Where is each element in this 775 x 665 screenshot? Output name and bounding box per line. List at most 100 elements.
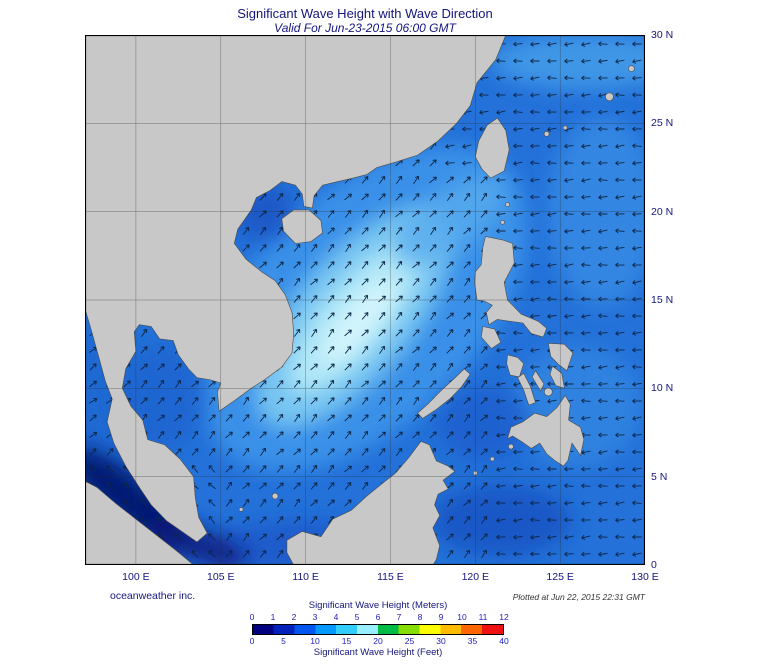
wave-arrow: [276, 482, 284, 490]
wave-arrow: [429, 431, 437, 439]
wave-arrow: [293, 295, 301, 303]
land-asia-mainland: [85, 35, 507, 543]
wave-arrow: [581, 92, 591, 98]
wave-arrow: [615, 211, 625, 217]
legend-meters-tick: 3: [312, 612, 318, 622]
wave-arrow: [480, 176, 488, 184]
wave-arrow: [530, 262, 540, 268]
small-island: [543, 131, 550, 137]
wave-arrow: [412, 346, 420, 354]
wave-arrow: [615, 160, 625, 166]
wave-arrow: [412, 244, 420, 252]
wave-arrow: [513, 551, 523, 557]
wave-arrow: [581, 126, 591, 132]
wave-arrow: [328, 328, 335, 338]
wave-arrow: [310, 482, 318, 490]
wave-arrow: [581, 160, 591, 166]
wave-arrow: [615, 41, 625, 47]
wave-arrow: [293, 380, 301, 388]
wave-arrow: [547, 92, 557, 98]
wave-arrow: [581, 262, 591, 268]
wave-arrow: [479, 92, 489, 98]
wave-arrow: [530, 109, 540, 115]
wave-arrow: [632, 347, 642, 353]
wave-arrow: [564, 92, 574, 98]
wave-arrow: [378, 396, 386, 405]
wave-arrow: [429, 277, 437, 286]
wave-arrow: [395, 295, 403, 303]
wave-arrow: [361, 363, 369, 371]
land-luzon-island: [474, 236, 547, 338]
wave-arrow: [412, 431, 420, 439]
wave-arrow: [429, 244, 437, 252]
wave-arrow: [463, 261, 471, 269]
wave-arrow: [547, 109, 557, 115]
wave-arrow: [174, 363, 182, 371]
wave-arrow: [429, 176, 437, 184]
wave-arrow: [598, 143, 608, 149]
wave-arrow: [581, 279, 591, 285]
wave-arrow: [530, 466, 540, 472]
wave-arrow: [615, 75, 625, 81]
wave-arrow: [513, 279, 523, 285]
small-island: [500, 220, 505, 225]
wave-arrow: [208, 396, 216, 405]
graticule: [85, 35, 645, 565]
wave-arrow: [344, 346, 352, 354]
wave-arrow: [513, 449, 523, 455]
wave-arrow: [464, 549, 471, 558]
wave-arrow: [632, 551, 642, 557]
wave-arrow: [446, 516, 454, 524]
wave-arrow: [632, 330, 642, 336]
wave-arrow: [378, 278, 386, 286]
wave-arrow: [480, 363, 488, 371]
wave-arrow: [581, 178, 591, 183]
wave-arrow: [481, 549, 488, 559]
wave-arrow: [277, 498, 284, 507]
wave-arrow: [429, 295, 437, 303]
wave-arrow: [430, 226, 437, 235]
wave-arrow: [311, 464, 318, 473]
wave-arrow: [513, 143, 523, 149]
wave-arrow: [361, 176, 369, 184]
wave-arrow: [598, 398, 608, 404]
wave-arrow: [632, 517, 642, 523]
wave-arrow: [446, 533, 454, 541]
wave-arrow: [581, 535, 591, 540]
wave-arrow: [581, 194, 591, 200]
wave-arrow: [396, 396, 403, 405]
wave-arrow: [598, 330, 608, 336]
wave-arrow: [632, 41, 642, 47]
wave-arrow: [242, 226, 250, 235]
legend-feet-ticks: 0 5 10 15 20 25 30 35 40: [250, 636, 509, 647]
wave-arrow: [327, 397, 335, 405]
wave-arrow: [547, 58, 557, 64]
wave-arrow: [513, 518, 523, 523]
wave-arrow: [378, 465, 386, 473]
wave-arrow: [208, 482, 216, 490]
wave-arrow: [581, 42, 591, 47]
wave-arrow: [276, 533, 284, 541]
wave-arrow: [345, 294, 352, 303]
wave-arrow: [259, 431, 267, 439]
wave-arrow: [106, 448, 114, 456]
wave-arrow: [632, 432, 642, 438]
wave-arrow: [412, 226, 420, 235]
wave-arrow: [395, 447, 403, 456]
wave-arrow: [412, 278, 420, 286]
wave-arrow: [513, 347, 523, 353]
wave-arrow: [293, 328, 301, 337]
wave-arrow: [344, 278, 352, 286]
wave-arrow: [225, 414, 233, 422]
wave-arrow: [327, 227, 335, 235]
wave-arrow: [581, 415, 591, 421]
wave-arrow: [413, 311, 420, 320]
wave-arrow: [513, 228, 523, 234]
y-axis-label: 25 N: [651, 117, 674, 130]
wave-arrow: [412, 261, 420, 269]
wave-arrow: [89, 465, 97, 473]
wave-arrow: [276, 549, 284, 558]
wave-arrow: [632, 534, 642, 540]
wave-arrow: [361, 481, 369, 490]
wave-arrow: [480, 227, 488, 235]
